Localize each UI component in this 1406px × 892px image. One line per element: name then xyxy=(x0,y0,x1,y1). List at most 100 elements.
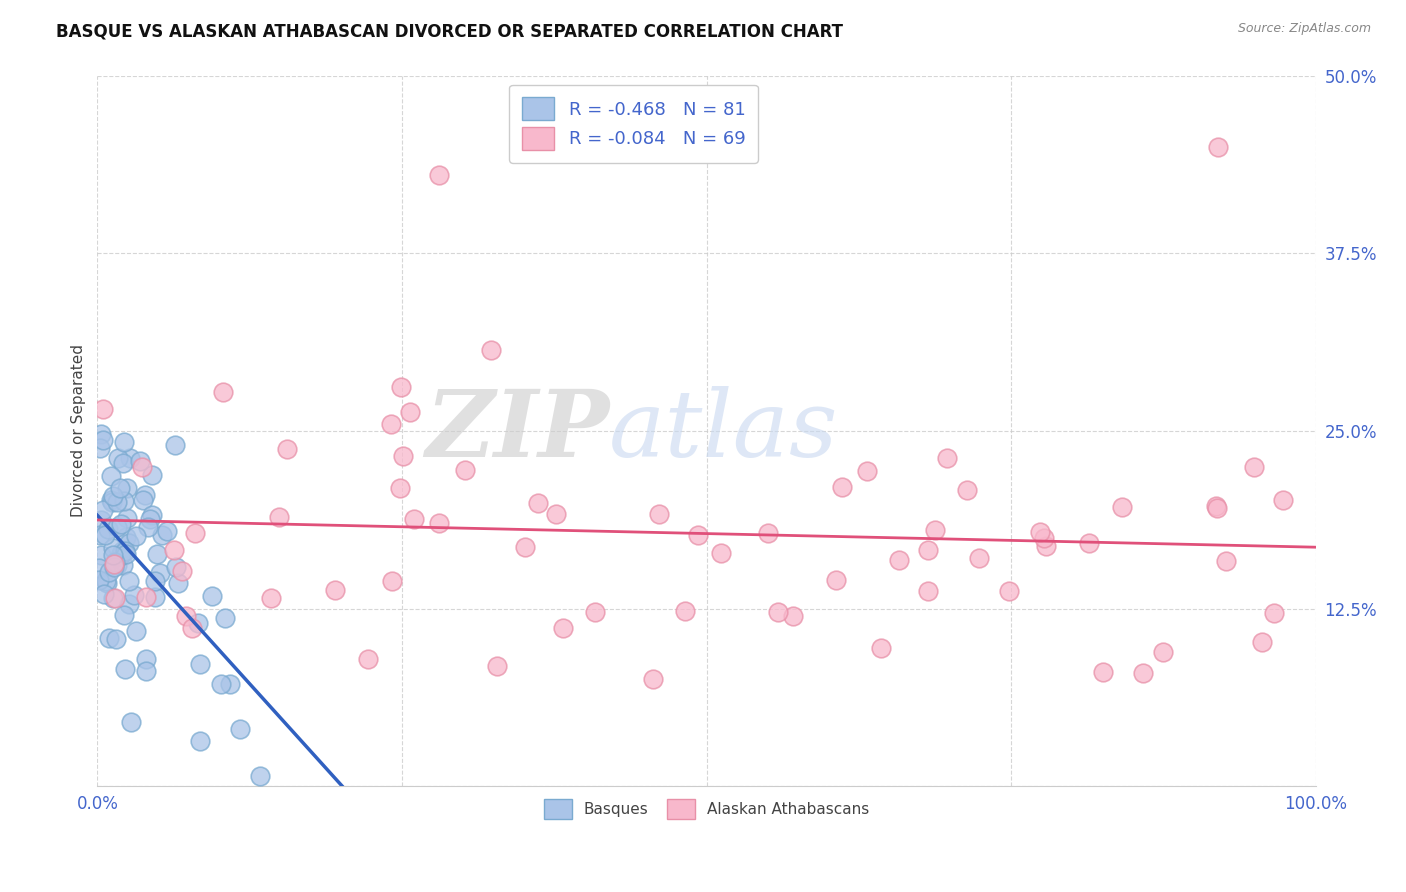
Point xyxy=(97,565,120,579)
Point xyxy=(172,564,194,578)
Point xyxy=(118,597,141,611)
Point xyxy=(115,510,138,524)
Text: Source: ZipAtlas.com: Source: ZipAtlas.com xyxy=(1237,22,1371,36)
Point xyxy=(889,553,911,567)
Point xyxy=(96,576,118,591)
Point xyxy=(105,520,128,534)
Point xyxy=(112,493,135,508)
Point xyxy=(392,450,415,464)
Point xyxy=(427,516,450,531)
Point xyxy=(143,574,166,589)
Point xyxy=(174,608,197,623)
Point xyxy=(513,540,536,554)
Point xyxy=(141,467,163,482)
Point xyxy=(166,576,188,591)
Point xyxy=(120,450,142,465)
Point xyxy=(125,624,148,639)
Point xyxy=(94,574,117,588)
Point xyxy=(219,677,242,691)
Point xyxy=(93,433,115,447)
Point xyxy=(643,672,665,686)
Point xyxy=(870,641,893,656)
Point xyxy=(143,590,166,604)
Point xyxy=(527,496,550,510)
Point xyxy=(1035,539,1057,553)
Point xyxy=(90,513,112,527)
Point xyxy=(104,591,127,605)
Point xyxy=(917,584,939,599)
Point xyxy=(105,558,128,573)
Point xyxy=(93,402,115,417)
Point xyxy=(120,715,142,730)
Point xyxy=(112,434,135,449)
Point xyxy=(187,615,209,630)
Point xyxy=(229,723,252,737)
Point xyxy=(165,560,187,574)
Point xyxy=(209,677,232,691)
Point xyxy=(323,582,346,597)
Text: ZIP: ZIP xyxy=(425,386,609,476)
Point xyxy=(1208,139,1230,153)
Point xyxy=(1263,606,1285,620)
Point xyxy=(104,556,127,570)
Point xyxy=(856,464,879,478)
Point xyxy=(1215,554,1237,568)
Point xyxy=(553,621,575,635)
Point xyxy=(149,566,172,581)
Point xyxy=(269,510,291,524)
Point xyxy=(103,557,125,571)
Point xyxy=(108,549,131,563)
Point xyxy=(139,512,162,526)
Point xyxy=(101,548,124,562)
Point xyxy=(145,547,167,561)
Point xyxy=(114,547,136,561)
Point xyxy=(112,608,135,623)
Point xyxy=(180,621,202,635)
Point xyxy=(136,520,159,534)
Point xyxy=(1251,635,1274,649)
Point xyxy=(135,664,157,678)
Point xyxy=(122,588,145,602)
Point xyxy=(90,427,112,442)
Point xyxy=(101,591,124,606)
Point xyxy=(94,527,117,541)
Point xyxy=(214,611,236,625)
Point xyxy=(141,508,163,523)
Point xyxy=(118,574,141,588)
Point xyxy=(1029,525,1052,540)
Point xyxy=(108,481,131,495)
Point xyxy=(356,652,378,666)
Point xyxy=(404,512,426,526)
Point xyxy=(105,494,128,508)
Point xyxy=(276,442,298,457)
Point xyxy=(1111,500,1133,514)
Point xyxy=(110,516,132,531)
Point xyxy=(997,583,1019,598)
Point xyxy=(710,546,733,560)
Point xyxy=(107,450,129,465)
Point xyxy=(89,442,111,456)
Point xyxy=(1078,536,1101,550)
Point xyxy=(90,549,112,563)
Point xyxy=(212,385,235,400)
Point xyxy=(688,528,710,542)
Point xyxy=(479,343,502,357)
Y-axis label: Divorced or Separated: Divorced or Separated xyxy=(72,344,86,517)
Point xyxy=(544,507,567,521)
Point xyxy=(1091,665,1114,680)
Legend: Basques, Alaskan Athabascans: Basques, Alaskan Athabascans xyxy=(538,793,875,825)
Point xyxy=(1132,666,1154,681)
Point xyxy=(97,523,120,537)
Point xyxy=(782,608,804,623)
Point xyxy=(399,405,422,419)
Point xyxy=(114,662,136,676)
Point xyxy=(87,560,110,574)
Point xyxy=(97,632,120,646)
Point xyxy=(110,547,132,561)
Point xyxy=(124,529,146,543)
Point xyxy=(103,560,125,574)
Text: BASQUE VS ALASKAN ATHABASCAN DIVORCED OR SEPARATED CORRELATION CHART: BASQUE VS ALASKAN ATHABASCAN DIVORCED OR… xyxy=(56,22,844,40)
Point xyxy=(134,488,156,502)
Point xyxy=(249,769,271,783)
Point xyxy=(485,659,508,673)
